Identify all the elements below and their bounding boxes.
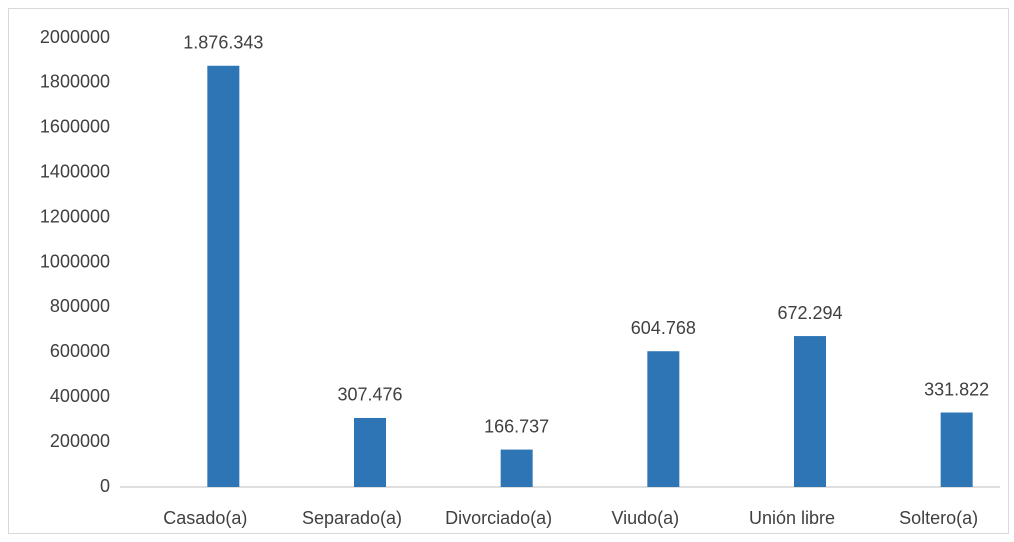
data-label: 1.876.343 [183,33,263,53]
data-label: 307.476 [337,385,402,405]
bar [794,336,826,487]
y-tick-label: 0 [100,476,110,496]
x-tick-label: Unión libre [749,508,835,528]
y-tick-label: 1200000 [40,206,110,226]
x-tick-label: Soltero(a) [899,508,978,528]
x-tick-label: Viudo(a) [611,508,679,528]
y-tick-label: 1600000 [40,117,110,137]
chart-frame [8,8,1009,534]
y-tick-label: 600000 [50,341,110,361]
data-label: 604.768 [631,318,696,338]
data-label: 672.294 [777,303,842,323]
bar [647,351,680,487]
y-tick-label: 1000000 [40,251,110,271]
x-tick-label: Separado(a) [302,508,402,528]
bar [207,65,240,488]
y-tick-label: 1800000 [40,72,110,92]
x-tick-label: Divorciado(a) [445,508,552,528]
bar [354,417,386,487]
y-tick-label: 1400000 [40,161,110,181]
y-tick-label: 800000 [50,296,110,316]
y-tick-label: 2000000 [40,27,110,47]
bar [500,449,533,487]
data-label: 331.822 [924,379,989,399]
x-tick-label: Casado(a) [163,508,247,528]
bar [940,412,973,487]
y-tick-label: 400000 [50,386,110,406]
y-tick-label: 200000 [50,431,110,451]
data-label: 166.737 [484,416,549,436]
